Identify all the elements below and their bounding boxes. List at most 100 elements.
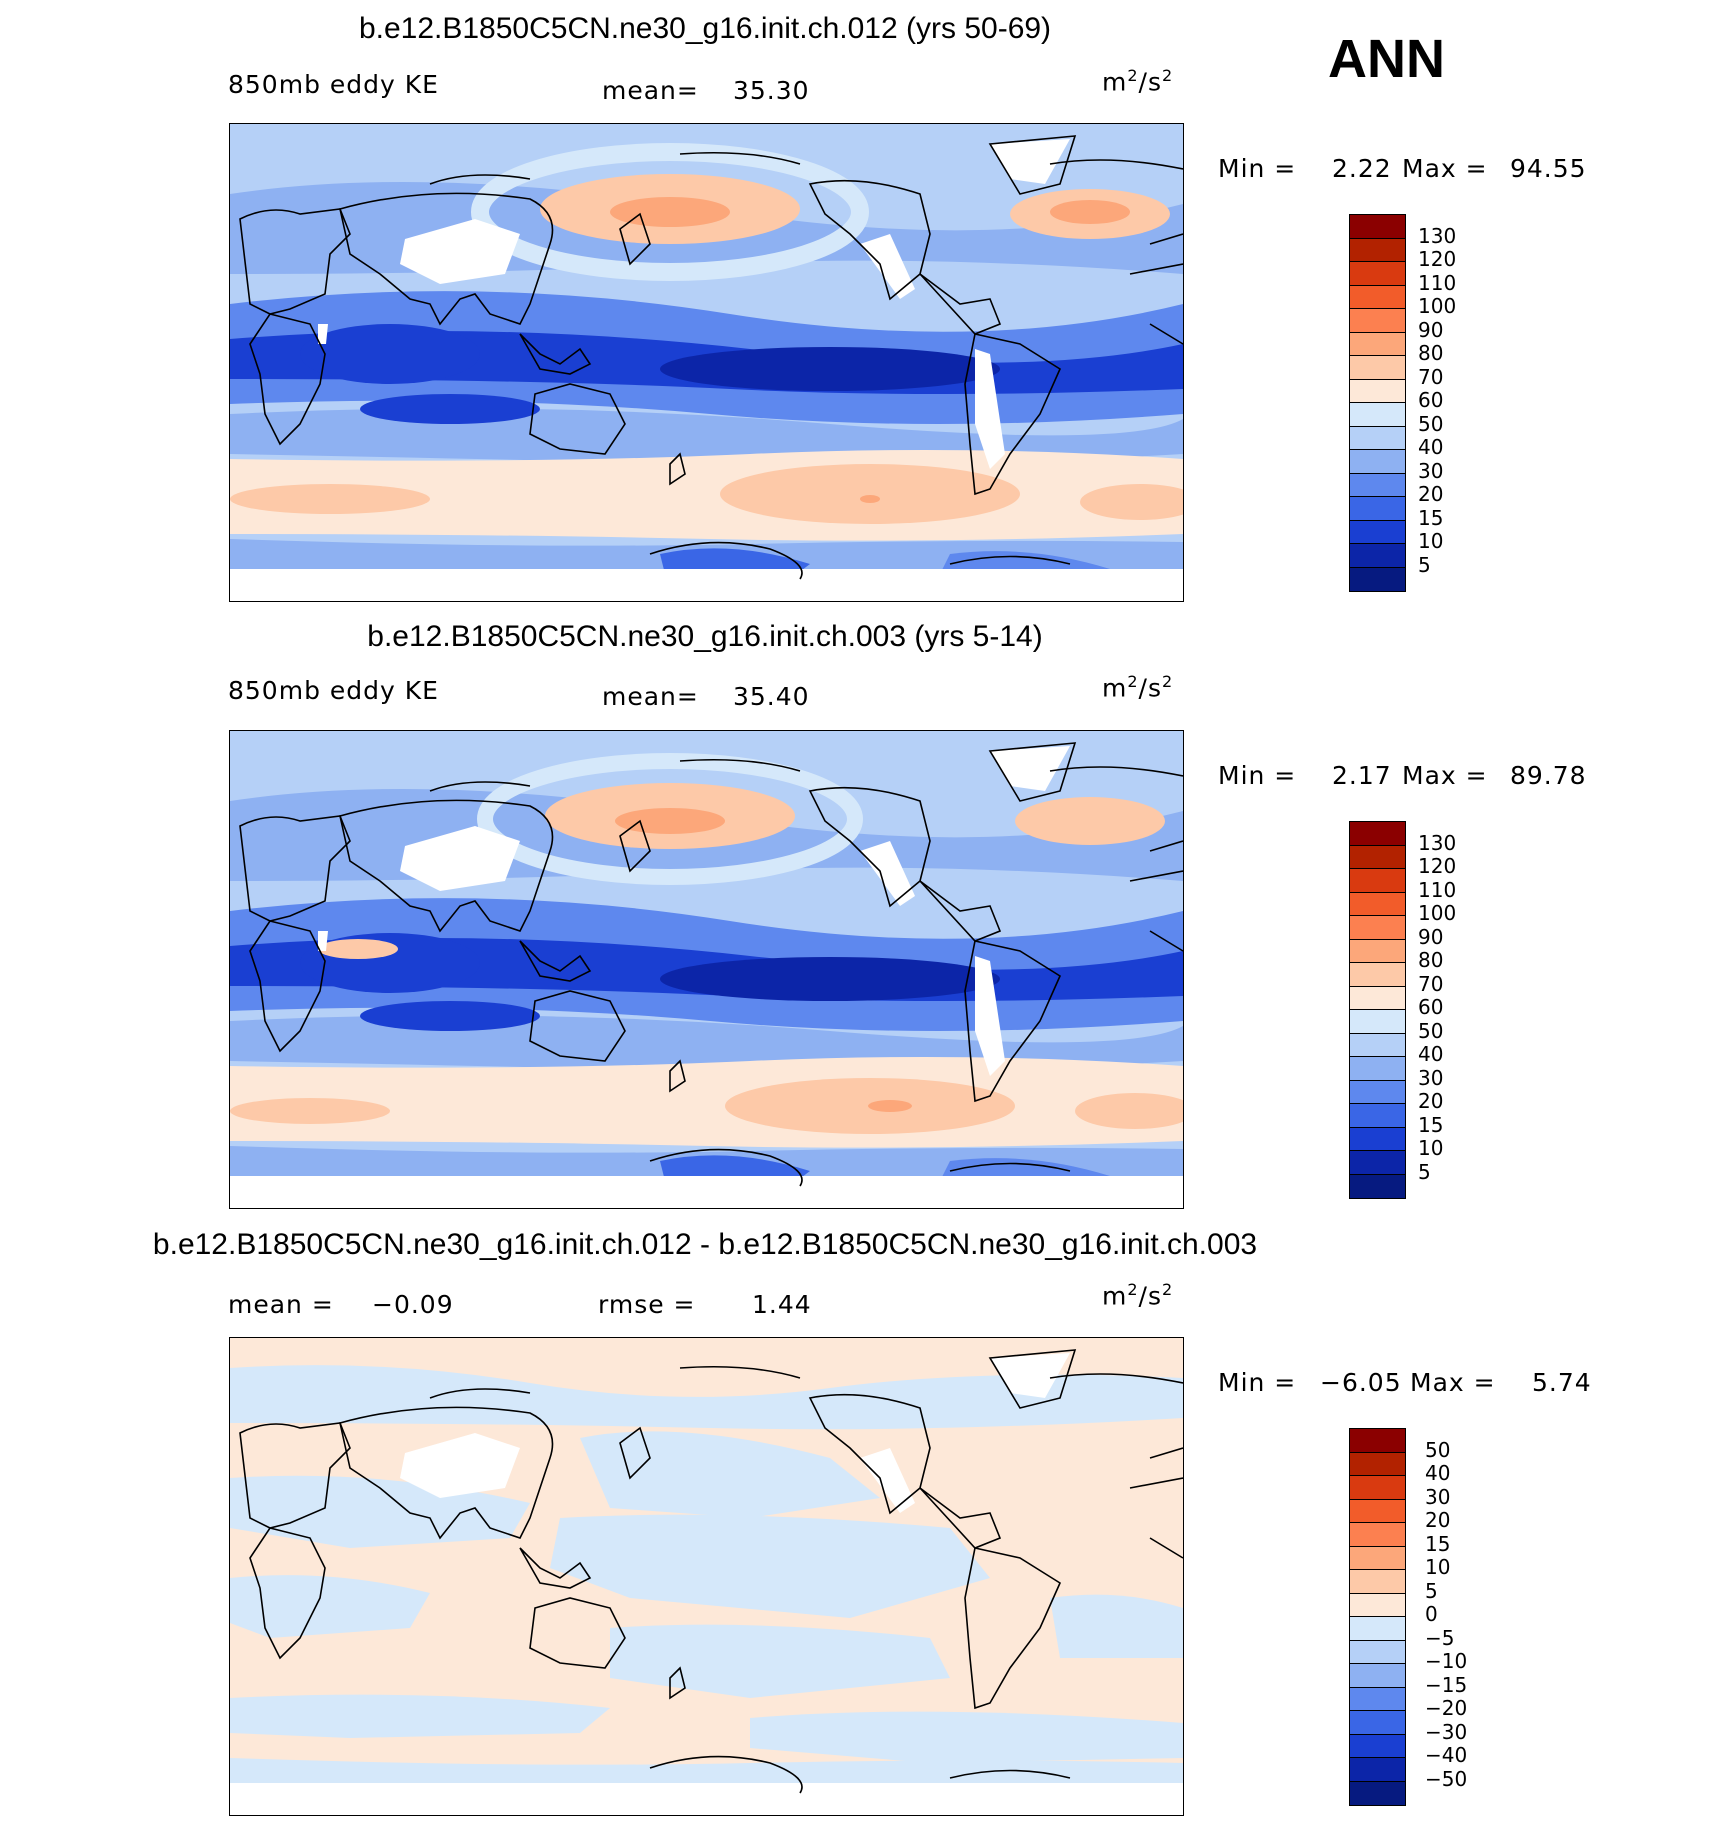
panel-1-units: m2/s2 — [1102, 66, 1174, 97]
colorbar-tick-label: 70 — [1418, 971, 1444, 996]
colorbar-swatch — [1350, 1546, 1405, 1570]
colorbar-swatch — [1350, 1781, 1405, 1805]
panel-3-rmse-value: 1.44 — [752, 1290, 812, 1319]
colorbar-tick-label: 120 — [1418, 247, 1457, 271]
colorbar-tick-label: 80 — [1418, 948, 1444, 972]
colorbar-swatch — [1350, 356, 1405, 380]
colorbar-swatch — [1350, 1758, 1405, 1782]
colorbar-swatch — [1350, 939, 1405, 963]
colorbar-tick-label: 5 — [1425, 1578, 1438, 1603]
colorbar-tick-label: −15 — [1425, 1672, 1468, 1697]
colorbar-swatch — [1350, 403, 1405, 427]
colorbar-swatch — [1350, 544, 1405, 568]
colorbar-swatch — [1350, 1476, 1405, 1500]
colorbar-swatch — [1350, 1057, 1405, 1081]
panel-3-max-value: 5.74 — [1532, 1368, 1592, 1397]
colorbar-swatch — [1350, 426, 1405, 450]
colorbar-tick-label: 20 — [1425, 1508, 1451, 1532]
colorbar-tick-label: 0 — [1425, 1602, 1438, 1626]
colorbar-tick-label: 70 — [1418, 364, 1444, 389]
colorbar-swatch — [1350, 1010, 1405, 1034]
colorbar-swatch — [1350, 892, 1405, 916]
colorbar-tick-label: 60 — [1418, 388, 1444, 412]
panel-2-map — [229, 730, 1184, 1209]
colorbar-swatch — [1350, 1687, 1405, 1711]
colorbar-swatch — [1350, 1104, 1405, 1128]
colorbar-swatch — [1350, 1734, 1405, 1758]
panel-2-title: b.e12.B1850C5CN.ne30_g16.init.ch.003 (yr… — [367, 620, 1043, 653]
colorbar-swatch — [1350, 1452, 1405, 1476]
colorbar-tick-label: 5 — [1418, 552, 1431, 577]
colorbar-tick-label: 100 — [1418, 901, 1457, 925]
panel-3-min-label: Min = — [1218, 1368, 1297, 1397]
panel-2-mean-value: 35.40 — [733, 682, 810, 711]
colorbar-tick-label: 100 — [1418, 294, 1457, 318]
colorbar-tick-label: 120 — [1418, 854, 1457, 878]
colorbar-tick-label: 40 — [1418, 435, 1444, 459]
colorbar-tick-label: 15 — [1425, 1531, 1451, 1556]
panel-1-mean-value: 35.30 — [733, 76, 810, 105]
panel-3-mean-value: −0.09 — [372, 1290, 454, 1319]
colorbar-swatch — [1350, 473, 1405, 497]
colorbar-swatch — [1350, 1711, 1405, 1735]
panel-3-title: b.e12.B1850C5CN.ne30_g16.init.ch.012 - b… — [152, 1228, 1258, 1261]
colorbar-swatch — [1350, 379, 1405, 403]
colorbar-tick-label: 130 — [1418, 223, 1457, 248]
colorbar-tick-label: 20 — [1418, 482, 1444, 506]
panel-1-min-label: Min = — [1218, 154, 1297, 183]
colorbar-swatch — [1350, 1499, 1405, 1523]
panel-1-title: b.e12.B1850C5CN.ne30_g16.init.ch.012 (yr… — [358, 12, 1052, 45]
colorbar-swatch — [1350, 1429, 1405, 1453]
panel-1-min-value: 2.22 — [1332, 154, 1392, 183]
panel-1-variable-label: 850mb eddy KE — [228, 70, 439, 99]
panel-2-units: m2/s2 — [1102, 672, 1174, 703]
colorbar-tick-label: −50 — [1425, 1766, 1468, 1791]
panel-3-max-label: Max = — [1410, 1368, 1496, 1397]
panel-3-mean-label: mean = — [228, 1290, 334, 1319]
panel-2-max-label: Max = — [1402, 761, 1488, 790]
colorbar-tick-label: 50 — [1418, 1018, 1444, 1043]
panel-1-max-value: 94.55 — [1510, 154, 1587, 183]
panel-2-min-value: 2.17 — [1332, 761, 1392, 790]
colorbar-swatch — [1350, 845, 1405, 869]
colorbar-swatch — [1350, 1151, 1405, 1175]
colorbar-swatch — [1350, 520, 1405, 544]
colorbar-swatch — [1350, 916, 1405, 940]
colorbar-swatch — [1350, 262, 1405, 286]
colorbar-swatch — [1350, 1523, 1405, 1547]
colorbar-tick-label: 90 — [1418, 924, 1444, 949]
panel-3-colorbar — [1349, 1428, 1406, 1806]
colorbar-swatch — [1350, 215, 1405, 239]
colorbar-swatch — [1350, 332, 1405, 356]
colorbar-swatch — [1350, 986, 1405, 1010]
panel-2-contour-field — [230, 731, 1183, 1208]
colorbar-swatch — [1350, 963, 1405, 987]
colorbar-tick-label: 30 — [1418, 1065, 1444, 1090]
panel-2-variable-label: 850mb eddy KE — [228, 676, 439, 705]
colorbar-tick-label: 10 — [1418, 1136, 1444, 1160]
colorbar-tick-label: 60 — [1418, 995, 1444, 1019]
colorbar-swatch — [1350, 567, 1405, 591]
colorbar-swatch — [1350, 1080, 1405, 1104]
season-label: ANN — [1328, 29, 1445, 89]
panel-3-difference-field — [230, 1338, 1183, 1815]
colorbar-tick-label: −20 — [1425, 1696, 1468, 1720]
panel-3-units: m2/s2 — [1102, 1280, 1174, 1311]
panel-3-min-value: −6.05 — [1320, 1368, 1402, 1397]
colorbar-swatch — [1350, 309, 1405, 333]
colorbar-swatch — [1350, 238, 1405, 262]
colorbar-tick-label: 15 — [1418, 505, 1444, 530]
colorbar-tick-label: 130 — [1418, 830, 1457, 855]
panel-1-contour-field — [230, 124, 1183, 601]
panel-3-rmse-label: rmse = — [598, 1290, 696, 1319]
colorbar-tick-label: 10 — [1425, 1555, 1451, 1579]
panel-1-max-label: Max = — [1402, 154, 1488, 183]
panel-2-max-value: 89.78 — [1510, 761, 1587, 790]
colorbar-tick-label: −5 — [1425, 1625, 1455, 1650]
colorbar-swatch — [1350, 1664, 1405, 1688]
colorbar-tick-label: 40 — [1418, 1042, 1444, 1066]
colorbar-swatch — [1350, 1640, 1405, 1664]
colorbar-tick-label: 20 — [1418, 1089, 1444, 1113]
colorbar-swatch — [1350, 1127, 1405, 1151]
panel-2-min-label: Min = — [1218, 761, 1297, 790]
